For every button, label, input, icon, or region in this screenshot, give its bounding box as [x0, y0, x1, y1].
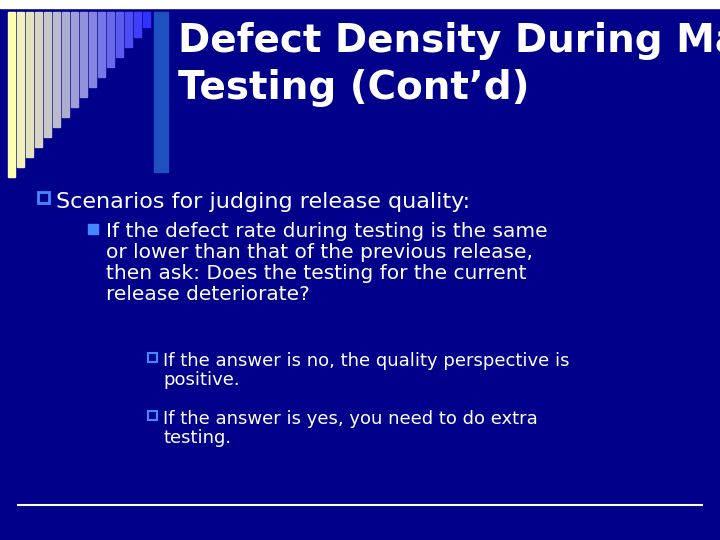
- Text: If the answer is no, the quality perspective is: If the answer is no, the quality perspec…: [163, 352, 570, 370]
- Text: If the answer is yes, you need to do extra: If the answer is yes, you need to do ext…: [163, 410, 538, 428]
- Bar: [71, 12, 78, 107]
- Bar: [53, 12, 60, 127]
- Bar: [26, 12, 33, 157]
- Bar: [125, 12, 132, 47]
- Bar: [44, 12, 51, 137]
- Bar: [88, 224, 98, 234]
- Bar: [134, 12, 141, 37]
- Bar: [148, 353, 157, 362]
- Text: Defect Density During Machine
Testing (Cont’d): Defect Density During Machine Testing (C…: [178, 22, 720, 107]
- Bar: [62, 12, 69, 117]
- Text: testing.: testing.: [163, 429, 231, 447]
- Text: release deteriorate?: release deteriorate?: [106, 285, 310, 304]
- Bar: [98, 12, 105, 77]
- Text: then ask: Does the testing for the current: then ask: Does the testing for the curre…: [106, 264, 526, 283]
- Bar: [35, 12, 42, 147]
- Text: If the defect rate during testing is the same: If the defect rate during testing is the…: [106, 222, 548, 241]
- Bar: [89, 12, 96, 87]
- Bar: [148, 411, 157, 420]
- Text: positive.: positive.: [163, 371, 240, 389]
- Bar: [0, 0, 720, 8]
- Bar: [143, 12, 150, 27]
- Bar: [80, 12, 87, 97]
- Text: or lower than that of the previous release,: or lower than that of the previous relea…: [106, 243, 533, 262]
- Bar: [38, 192, 49, 203]
- Bar: [17, 12, 24, 167]
- Bar: [116, 12, 123, 57]
- Bar: [107, 12, 114, 67]
- Bar: [154, 12, 168, 172]
- Text: Scenarios for judging release quality:: Scenarios for judging release quality:: [56, 192, 470, 212]
- Bar: [8, 12, 15, 177]
